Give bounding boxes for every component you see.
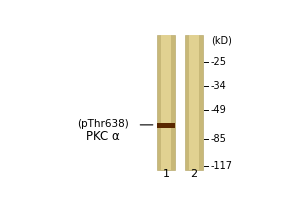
Bar xyxy=(161,35,171,170)
Bar xyxy=(185,35,202,170)
Text: 1: 1 xyxy=(163,169,170,179)
Text: -49: -49 xyxy=(211,105,226,115)
Text: (pThr638): (pThr638) xyxy=(77,119,128,129)
Text: (kD): (kD) xyxy=(211,35,232,45)
Text: -85: -85 xyxy=(211,134,226,144)
Bar xyxy=(189,35,199,170)
Text: -117: -117 xyxy=(211,161,233,171)
Text: -25: -25 xyxy=(211,57,227,67)
Bar xyxy=(157,35,175,170)
Text: -34: -34 xyxy=(211,81,226,91)
Text: 2: 2 xyxy=(190,169,197,179)
Bar xyxy=(157,123,175,128)
Text: PKC α: PKC α xyxy=(86,130,119,143)
